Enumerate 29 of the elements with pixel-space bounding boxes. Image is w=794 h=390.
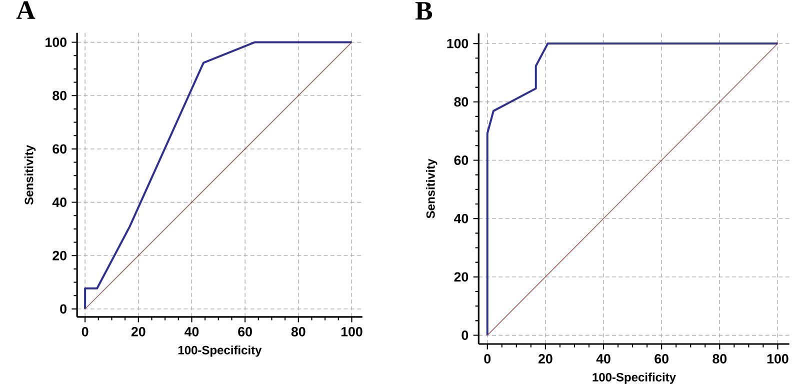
y-tick-label: 60	[454, 156, 468, 165]
y-axis-title: Sensitivity	[426, 158, 438, 218]
y-tick-label: 20	[454, 272, 468, 282]
y-axis-title: Sensitivity	[24, 144, 36, 205]
x-tick-label: 40	[184, 326, 199, 336]
x-tick-label: 100	[341, 326, 362, 336]
x-tick-label: 60	[238, 326, 252, 336]
y-tick-label: 60	[52, 144, 66, 154]
x-tick-label: 0	[484, 354, 491, 364]
y-tick-label: 80	[52, 90, 66, 100]
x-tick-label: 60	[654, 354, 668, 364]
x-tick-label: 20	[538, 354, 552, 364]
y-tick-label: 40	[454, 214, 468, 224]
x-tick-label: 0	[82, 326, 88, 336]
x-axis-title: 100-Specificity	[592, 372, 676, 384]
y-tick-label: 20	[52, 250, 66, 260]
x-tick-label: 40	[596, 354, 610, 364]
x-tick-label: 100	[767, 354, 788, 364]
y-tick-label: 100	[46, 38, 66, 47]
x-tick-label: 20	[131, 326, 146, 336]
chart-title: B	[415, 2, 432, 20]
y-tick-label: 40	[52, 198, 66, 207]
x-axis-title: 100-Specificity	[178, 346, 262, 357]
y-tick-label: 0	[60, 304, 66, 314]
x-tick-label: 80	[291, 326, 306, 336]
x-tick-label: 80	[712, 354, 727, 364]
chart-title: A	[16, 1, 36, 19]
y-tick-label: 80	[454, 97, 468, 107]
y-tick-label: 100	[447, 38, 468, 48]
